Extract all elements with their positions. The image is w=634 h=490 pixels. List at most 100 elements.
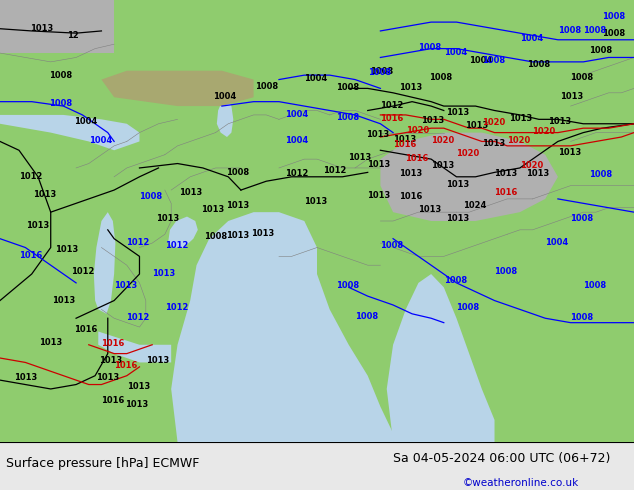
Polygon shape: [133, 75, 209, 93]
Text: 1013: 1013: [33, 190, 56, 199]
Polygon shape: [101, 71, 254, 106]
Text: 1013: 1013: [418, 205, 441, 215]
Text: 1008: 1008: [418, 43, 441, 52]
Text: 1008: 1008: [255, 82, 278, 91]
Text: 1020: 1020: [456, 149, 479, 158]
Text: 1013: 1013: [157, 214, 179, 223]
Text: 1013: 1013: [349, 153, 372, 162]
Text: 1008: 1008: [368, 69, 391, 77]
Text: 1012: 1012: [127, 238, 150, 247]
Text: 1013: 1013: [510, 114, 533, 123]
Text: 1016: 1016: [399, 192, 422, 201]
Text: 1013: 1013: [526, 169, 549, 178]
Text: 1008: 1008: [590, 170, 612, 179]
Text: 1020: 1020: [520, 161, 543, 170]
Text: 1008: 1008: [336, 281, 359, 290]
Text: 1013: 1013: [152, 269, 175, 278]
Polygon shape: [0, 0, 114, 53]
Text: 1008: 1008: [558, 25, 581, 35]
Text: 1013: 1013: [399, 83, 422, 92]
Text: 1013: 1013: [560, 92, 583, 101]
Text: 1016: 1016: [495, 188, 517, 197]
Text: 1012: 1012: [19, 172, 42, 181]
Text: 1008: 1008: [602, 12, 625, 21]
Polygon shape: [171, 212, 393, 442]
Text: 1004: 1004: [214, 92, 236, 101]
Text: 1013: 1013: [39, 338, 62, 347]
Text: 1004: 1004: [285, 110, 308, 119]
Text: 1020: 1020: [482, 119, 505, 127]
Text: Sa 04-05-2024 06:00 UTC (06+72): Sa 04-05-2024 06:00 UTC (06+72): [393, 452, 611, 466]
Text: 1004: 1004: [545, 238, 568, 247]
Text: ©weatheronline.co.uk: ©weatheronline.co.uk: [463, 478, 579, 488]
Text: 1004: 1004: [285, 136, 308, 145]
Text: 1013: 1013: [558, 148, 581, 157]
Text: 1013: 1013: [548, 117, 571, 126]
Text: 1013: 1013: [14, 373, 37, 382]
Text: 1013: 1013: [52, 296, 75, 305]
Polygon shape: [0, 115, 139, 150]
Text: 1008: 1008: [571, 313, 593, 322]
Text: 1013: 1013: [366, 130, 389, 139]
Text: 1013: 1013: [368, 191, 391, 200]
Text: 1013: 1013: [30, 24, 53, 33]
Text: 1008: 1008: [444, 276, 467, 285]
Text: 1008: 1008: [456, 303, 479, 312]
Text: 1004: 1004: [74, 117, 97, 126]
Text: 1020: 1020: [533, 127, 555, 136]
Text: 1013: 1013: [304, 196, 327, 206]
Polygon shape: [168, 217, 198, 247]
Text: 1013: 1013: [431, 161, 454, 170]
Text: 1013: 1013: [393, 135, 416, 144]
Text: 1013: 1013: [55, 245, 78, 254]
Text: 1012: 1012: [323, 166, 346, 175]
Text: 1013: 1013: [446, 108, 469, 117]
Text: 1012: 1012: [165, 303, 188, 312]
Text: 1013: 1013: [96, 373, 119, 382]
Polygon shape: [98, 332, 171, 363]
Text: 1013: 1013: [482, 139, 505, 148]
Text: 1013: 1013: [446, 180, 469, 189]
Text: 1013: 1013: [226, 201, 249, 210]
Text: 1008: 1008: [49, 99, 72, 108]
Text: 1004: 1004: [444, 48, 467, 57]
Text: 1016: 1016: [114, 362, 137, 370]
Text: 1013: 1013: [100, 356, 122, 365]
Text: 1013: 1013: [368, 160, 391, 169]
Text: 1013: 1013: [127, 382, 150, 391]
Text: 1008: 1008: [204, 232, 227, 241]
Text: 1008: 1008: [571, 214, 593, 223]
Text: 1012: 1012: [71, 268, 94, 276]
Text: 1016: 1016: [380, 114, 403, 123]
Text: 1008: 1008: [370, 67, 393, 76]
Text: 1008: 1008: [482, 56, 505, 66]
Text: 1008: 1008: [590, 47, 612, 55]
Text: 1016: 1016: [74, 325, 97, 334]
Text: 1004: 1004: [89, 136, 112, 145]
Polygon shape: [94, 212, 115, 314]
Text: 1013: 1013: [179, 188, 202, 197]
Text: 1008: 1008: [139, 192, 162, 201]
Text: 1013: 1013: [399, 169, 422, 178]
Text: 1013: 1013: [27, 221, 49, 230]
Text: 1008: 1008: [380, 241, 403, 250]
Text: 1008: 1008: [429, 73, 452, 82]
Text: 12: 12: [67, 31, 79, 40]
Text: 1008: 1008: [226, 168, 249, 177]
Text: 1013: 1013: [114, 281, 137, 290]
Text: 1012: 1012: [380, 101, 403, 110]
Text: 1020: 1020: [406, 126, 429, 135]
Text: 1016: 1016: [101, 395, 124, 405]
Text: 1008: 1008: [527, 60, 550, 69]
Text: 1024: 1024: [463, 201, 486, 210]
Text: 1008: 1008: [336, 83, 359, 92]
Text: 1020: 1020: [431, 136, 454, 145]
Text: 1013: 1013: [465, 122, 488, 130]
Text: 1004: 1004: [469, 56, 492, 66]
Text: 1008: 1008: [571, 73, 593, 82]
Text: 1016: 1016: [101, 340, 124, 348]
Text: 1004: 1004: [304, 74, 327, 83]
Text: 1013: 1013: [146, 356, 169, 365]
Text: 1008: 1008: [583, 25, 606, 35]
Text: 1013: 1013: [226, 231, 249, 240]
